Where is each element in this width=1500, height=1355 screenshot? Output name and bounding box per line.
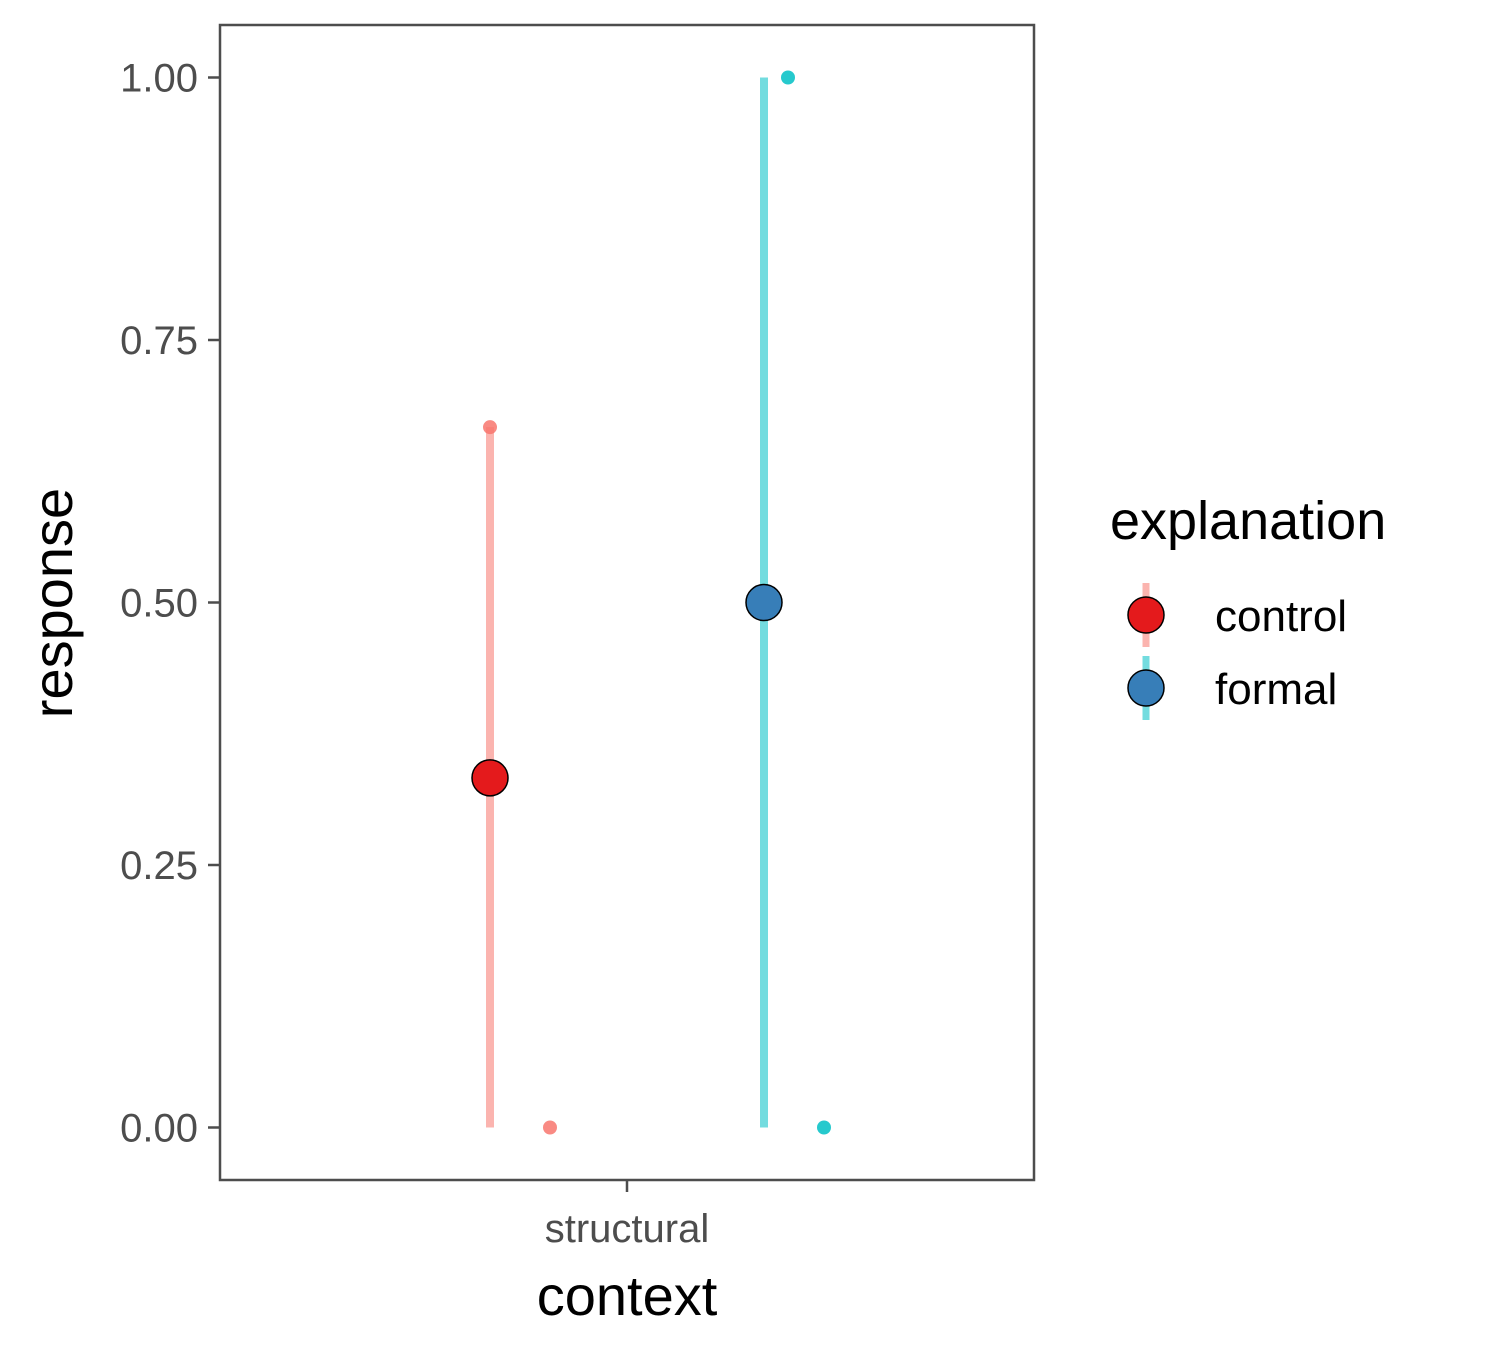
- legend-key-point-formal: [1127, 669, 1165, 707]
- legend-key-point-control: [1127, 596, 1165, 634]
- y-axis-title: response: [21, 488, 84, 718]
- y-axis: 0.00 0.25 0.50 0.75 1.00: [120, 57, 220, 1151]
- mean-point-control: [471, 759, 509, 797]
- observation-point-formal: [817, 1120, 831, 1135]
- y-tick-label: 0.50: [120, 582, 198, 626]
- observation-point-control: [543, 1120, 557, 1135]
- x-axis: structural: [545, 1180, 710, 1251]
- legend-label-formal: formal: [1215, 665, 1337, 714]
- y-tick-label: 1.00: [120, 57, 198, 101]
- plot-marks: [471, 70, 831, 1135]
- y-tick-label: 0.25: [120, 844, 198, 888]
- y-tick-label: 0.00: [120, 1107, 198, 1151]
- observation-point-control: [483, 420, 497, 435]
- plot-panel: [218, 23, 1036, 1182]
- legend-label-control: control: [1215, 592, 1347, 641]
- legend: explanation control formal: [1110, 491, 1386, 720]
- observation-point-formal: [781, 70, 795, 85]
- y-tick-label: 0.75: [120, 319, 198, 363]
- x-tick-label: structural: [545, 1207, 710, 1251]
- x-axis-title: context: [537, 1264, 718, 1327]
- mean-point-formal: [745, 583, 783, 622]
- legend-title: explanation: [1110, 491, 1386, 551]
